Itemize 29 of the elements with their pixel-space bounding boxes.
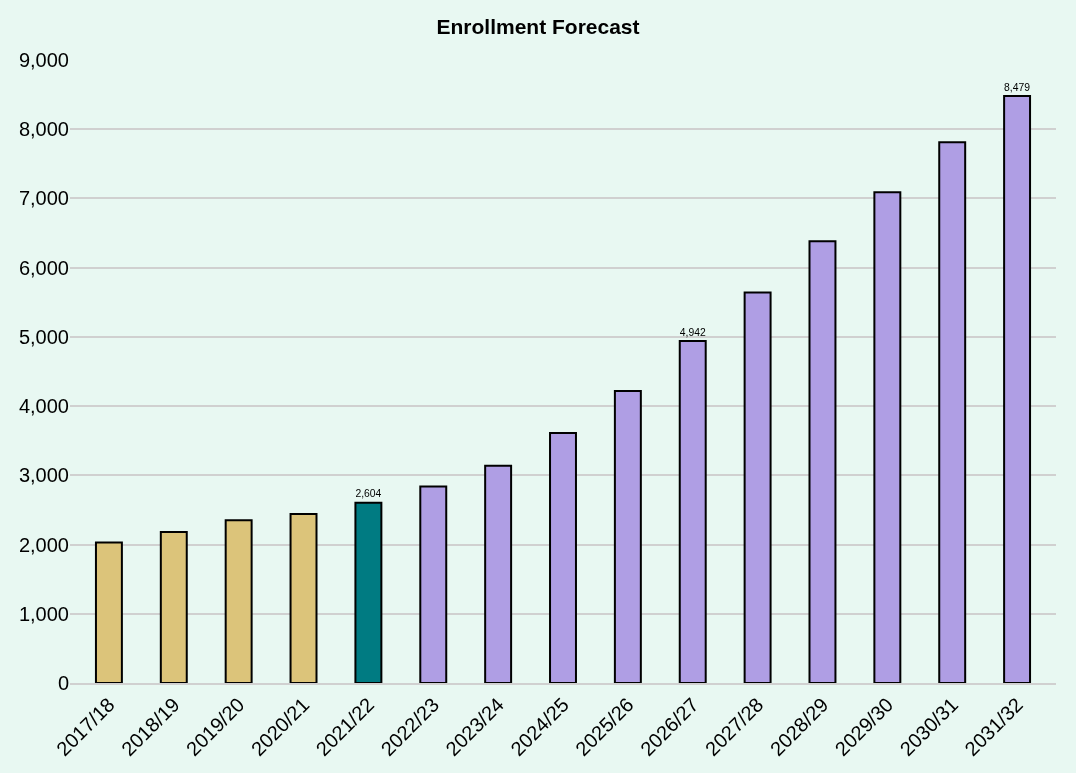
y-tick-label: 1,000 — [18, 602, 69, 625]
bar — [354, 501, 383, 683]
bar — [1003, 95, 1032, 683]
data-label: 8,479 — [1004, 81, 1031, 93]
y-tick-label: 7,000 — [18, 187, 69, 210]
y-tick-label: 2,000 — [18, 533, 69, 556]
bar — [549, 432, 577, 683]
bar — [159, 531, 188, 683]
bar — [808, 240, 837, 683]
y-tick-label: 8,000 — [18, 118, 69, 141]
y-tick-label: 6,000 — [18, 256, 69, 279]
bar — [289, 513, 318, 683]
bar — [873, 191, 902, 683]
y-tick-label: 9,000 — [18, 49, 69, 71]
bar — [484, 464, 513, 683]
y-tick-label: 0 — [57, 672, 69, 694]
bar — [613, 389, 642, 683]
bar — [94, 541, 123, 683]
bar — [938, 141, 967, 683]
bar — [743, 291, 772, 683]
bar — [224, 519, 253, 683]
y-tick-label: 5,000 — [18, 325, 69, 348]
bar — [419, 485, 448, 683]
chart-title: Enrollment Forecast — [436, 15, 640, 39]
y-tick-label: 3,000 — [18, 464, 69, 487]
data-label: 4,942 — [679, 326, 706, 338]
data-label: 2,604 — [355, 488, 382, 500]
y-tick-label: 4,000 — [18, 395, 69, 418]
bar — [678, 339, 707, 683]
